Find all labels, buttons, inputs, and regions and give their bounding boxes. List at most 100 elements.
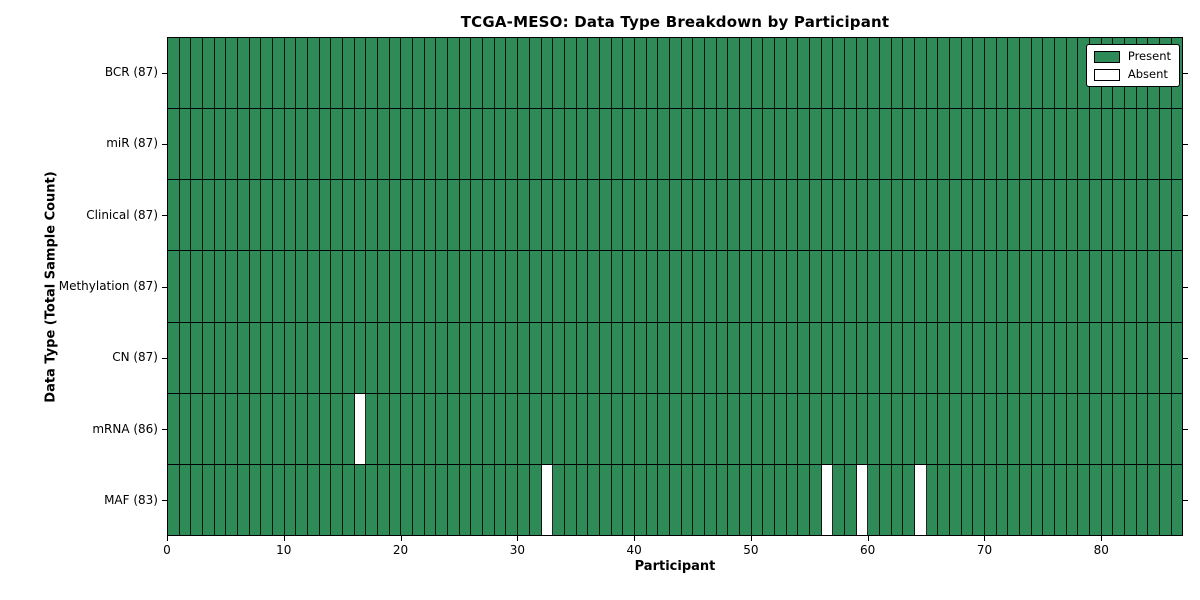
x-tick-label: 80 [1093, 543, 1109, 557]
matrix-cell-present [961, 251, 974, 322]
matrix-cell-present [634, 251, 647, 322]
matrix-cell-present [1136, 464, 1149, 535]
plot-area [167, 37, 1183, 536]
matrix-cell-present [856, 322, 869, 393]
matrix-cell-present [669, 251, 682, 322]
y-tick-mark [1183, 72, 1188, 74]
chart-title: TCGA-MESO: Data Type Breakdown by Partic… [460, 13, 890, 31]
matrix-cell-present [623, 322, 635, 393]
matrix-cell-present [343, 393, 355, 464]
matrix-cell-present [798, 393, 810, 464]
matrix-cell-present [1090, 393, 1102, 464]
matrix-cell-present [868, 38, 880, 109]
matrix-cell-present [296, 251, 309, 322]
matrix-cell-present [739, 464, 752, 535]
matrix-cell-present [494, 251, 507, 322]
matrix-cell-present [261, 464, 274, 535]
matrix-cell-present [1113, 322, 1126, 393]
matrix-cell-present [424, 180, 437, 251]
matrix-cell-present [378, 38, 390, 109]
matrix-cell-present [296, 322, 309, 393]
matrix-cell-present [1160, 393, 1172, 464]
matrix-cell-present [191, 38, 204, 109]
matrix-cell-present [553, 322, 565, 393]
x-tick-mark [400, 536, 402, 541]
matrix-cell-present [646, 251, 659, 322]
matrix-cell-present [879, 322, 892, 393]
matrix-cell-present [1066, 251, 1079, 322]
matrix-cell-present [541, 251, 554, 322]
matrix-cell-present [611, 322, 624, 393]
x-tick-label: 70 [976, 543, 993, 557]
matrix-cell-present [739, 322, 752, 393]
matrix-cell-present [693, 180, 705, 251]
x-tick-label: 10 [276, 543, 292, 557]
legend-entry-present: Present [1093, 50, 1171, 63]
matrix-cell-present [833, 180, 845, 251]
matrix-cell-present [739, 393, 752, 464]
matrix-cell-present [249, 322, 262, 393]
matrix-cell-present [891, 393, 904, 464]
matrix-cell-present [518, 393, 530, 464]
matrix-cell-present [961, 322, 974, 393]
matrix-cell-present [1043, 109, 1056, 180]
matrix-cell-present [459, 464, 472, 535]
matrix-cell-present [284, 109, 297, 180]
matrix-cell-present [1101, 251, 1114, 322]
matrix-cell-present [529, 322, 542, 393]
matrix-cell-present [413, 393, 425, 464]
matrix-cell-present [389, 109, 402, 180]
matrix-cell-present [1148, 109, 1161, 180]
matrix-cell-present [611, 109, 624, 180]
matrix-cell-present [611, 393, 624, 464]
matrix-cell-present [1090, 180, 1102, 251]
matrix-cell-present [599, 109, 612, 180]
matrix-cell-present [973, 38, 986, 109]
matrix-cell-present [623, 464, 635, 535]
matrix-cell-present [1160, 109, 1172, 180]
matrix-cell-present [378, 393, 390, 464]
matrix-cell-present [973, 464, 986, 535]
matrix-cell-present [774, 180, 787, 251]
matrix-cell-present [249, 38, 262, 109]
matrix-cell-present [483, 109, 495, 180]
matrix-cell-present [728, 180, 740, 251]
matrix-cell-present [424, 251, 437, 322]
matrix-cell-present [1031, 109, 1044, 180]
x-tick-mark [1101, 536, 1103, 541]
matrix-cell-present [693, 251, 705, 322]
matrix-cell-present [786, 180, 799, 251]
matrix-cell-present [704, 109, 717, 180]
matrix-cell-present [646, 180, 659, 251]
matrix-cell-present [1008, 109, 1021, 180]
matrix-cell-present [1066, 393, 1079, 464]
matrix-cell-present [296, 393, 309, 464]
matrix-cell-present [950, 109, 962, 180]
matrix-cell-present [950, 322, 962, 393]
matrix-cell-present [1101, 322, 1114, 393]
matrix-cell-present [214, 251, 227, 322]
matrix-cell-present [1171, 251, 1183, 322]
matrix-cell-present [413, 464, 425, 535]
matrix-cell-present [1148, 180, 1161, 251]
matrix-cell-present [553, 109, 565, 180]
matrix-cell-present [1078, 464, 1091, 535]
matrix-cell-present [354, 38, 367, 109]
matrix-cell-present [284, 180, 297, 251]
matrix-cell-present [763, 251, 775, 322]
matrix-cell-present [179, 464, 192, 535]
matrix-cell-present [1066, 322, 1079, 393]
matrix-cell-present [203, 180, 215, 251]
matrix-cell-present [203, 38, 215, 109]
matrix-cell-present [494, 322, 507, 393]
matrix-cell-present [494, 109, 507, 180]
matrix-cell-present [401, 393, 414, 464]
matrix-cell-present [541, 38, 554, 109]
matrix-cell-present [1113, 251, 1126, 322]
x-tick-label: 40 [626, 543, 642, 557]
matrix-cell-present [879, 109, 892, 180]
matrix-cell-present [518, 464, 530, 535]
matrix-cell-present [915, 322, 927, 393]
matrix-cell-present [739, 38, 752, 109]
matrix-cell-present [658, 109, 670, 180]
